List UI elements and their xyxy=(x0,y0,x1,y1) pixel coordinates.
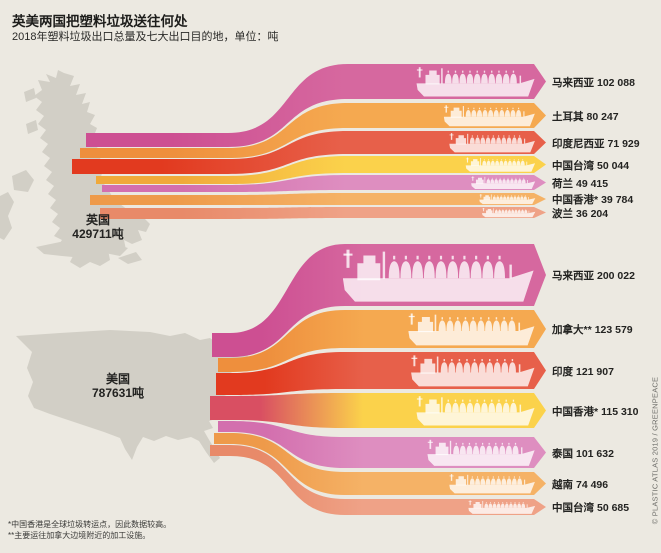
source-label-uk: 英国 429711吨 xyxy=(58,213,138,241)
dest-value: 49 415 xyxy=(576,177,609,190)
dest-value: 123 579 xyxy=(594,324,633,336)
footnote-2: **主要运往加拿大边境附近的加工设施。 xyxy=(8,531,151,540)
dest-label-uk-indonesia: 印度尼西亚 71 929 xyxy=(552,136,660,151)
dest-label-us-vietnam: 越南 74 496 xyxy=(552,477,660,492)
dest-label-us-taiwan-cn: 中国台湾 50 685 xyxy=(552,500,660,515)
flow-uk-hong-kong-cn xyxy=(90,193,546,205)
dest-label-uk-netherlands: 荷兰 49 415 xyxy=(552,176,660,191)
dest-country-name: 荷兰 xyxy=(552,177,573,190)
dest-value: 50 685 xyxy=(597,502,630,514)
dest-label-uk-turkey: 土耳其 80 247 xyxy=(552,109,660,124)
dest-value: 102 088 xyxy=(597,76,635,89)
dest-value: 121 907 xyxy=(576,365,614,378)
flow-uk-indonesia xyxy=(72,131,546,174)
dest-country-name: 印度尼西亚 xyxy=(552,137,605,150)
dest-country-name: 越南 xyxy=(552,478,573,491)
dest-value: 74 496 xyxy=(576,478,609,491)
dest-label-us-hong-kong-cn: 中国香港* 115 310 xyxy=(552,404,660,419)
dest-country-name: 印度 xyxy=(552,365,573,378)
page-subtitle: 2018年塑料垃圾出口总量及七大出口目的地，单位：吨 xyxy=(12,31,279,43)
dest-value: 71 929 xyxy=(607,137,640,150)
dest-country-name: 土耳其 xyxy=(552,110,584,123)
source-label-us: 美国 787631吨 xyxy=(68,372,168,400)
source-name-uk: 英国 xyxy=(85,213,110,227)
dest-label-us-canada: 加拿大** 123 579 xyxy=(552,322,660,337)
dest-label-us-malaysia: 马来西亚 200 022 xyxy=(552,268,660,283)
dest-value: 115 310 xyxy=(601,405,639,418)
dest-country-name: 中国香港* xyxy=(552,405,599,418)
dest-value: 200 022 xyxy=(597,270,635,282)
flow-uk-taiwan-cn xyxy=(96,156,546,184)
flow-uk-poland xyxy=(100,207,546,219)
dest-value: 39 784 xyxy=(601,194,634,206)
dest-country-name: 泰国 xyxy=(552,447,573,460)
source-name-us: 美国 xyxy=(105,372,130,386)
dest-country-name: 中国香港* xyxy=(552,194,599,206)
footnote-1: *中国香港是全球垃圾转运点，因此数据较高。 xyxy=(8,520,172,529)
source-total-uk: 429711吨 xyxy=(72,227,124,241)
dest-country-name: 中国台湾 xyxy=(552,502,594,514)
dest-label-us-india: 印度 121 907 xyxy=(552,364,660,379)
dest-label-uk-poland: 波兰 36 204 xyxy=(552,206,660,221)
page-title: 英美两国把塑料垃圾送往何处 xyxy=(12,14,188,29)
source-total-us: 787631吨 xyxy=(91,386,145,400)
dest-country-name: 加拿大** xyxy=(552,324,592,336)
flow-uk-turkey xyxy=(80,103,546,158)
dest-value: 36 204 xyxy=(576,207,609,220)
dest-value: 80 247 xyxy=(586,110,619,123)
dest-country-name: 马来西亚 xyxy=(552,76,594,89)
dest-value: 101 632 xyxy=(576,447,614,460)
dest-country-name: 中国台湾 xyxy=(552,159,594,172)
dest-value: 50 044 xyxy=(597,159,630,172)
dest-country-name: 马来西亚 xyxy=(552,270,594,282)
dest-label-uk-hong-kong-cn: 中国香港* 39 784 xyxy=(552,192,660,207)
dest-country-name: 波兰 xyxy=(552,207,573,220)
dest-label-uk-malaysia: 马来西亚 102 088 xyxy=(552,75,660,90)
flow-uk-netherlands xyxy=(102,175,546,192)
dest-label-us-thailand: 泰国 101 632 xyxy=(552,446,660,461)
dest-label-uk-taiwan-cn: 中国台湾 50 044 xyxy=(552,158,660,173)
